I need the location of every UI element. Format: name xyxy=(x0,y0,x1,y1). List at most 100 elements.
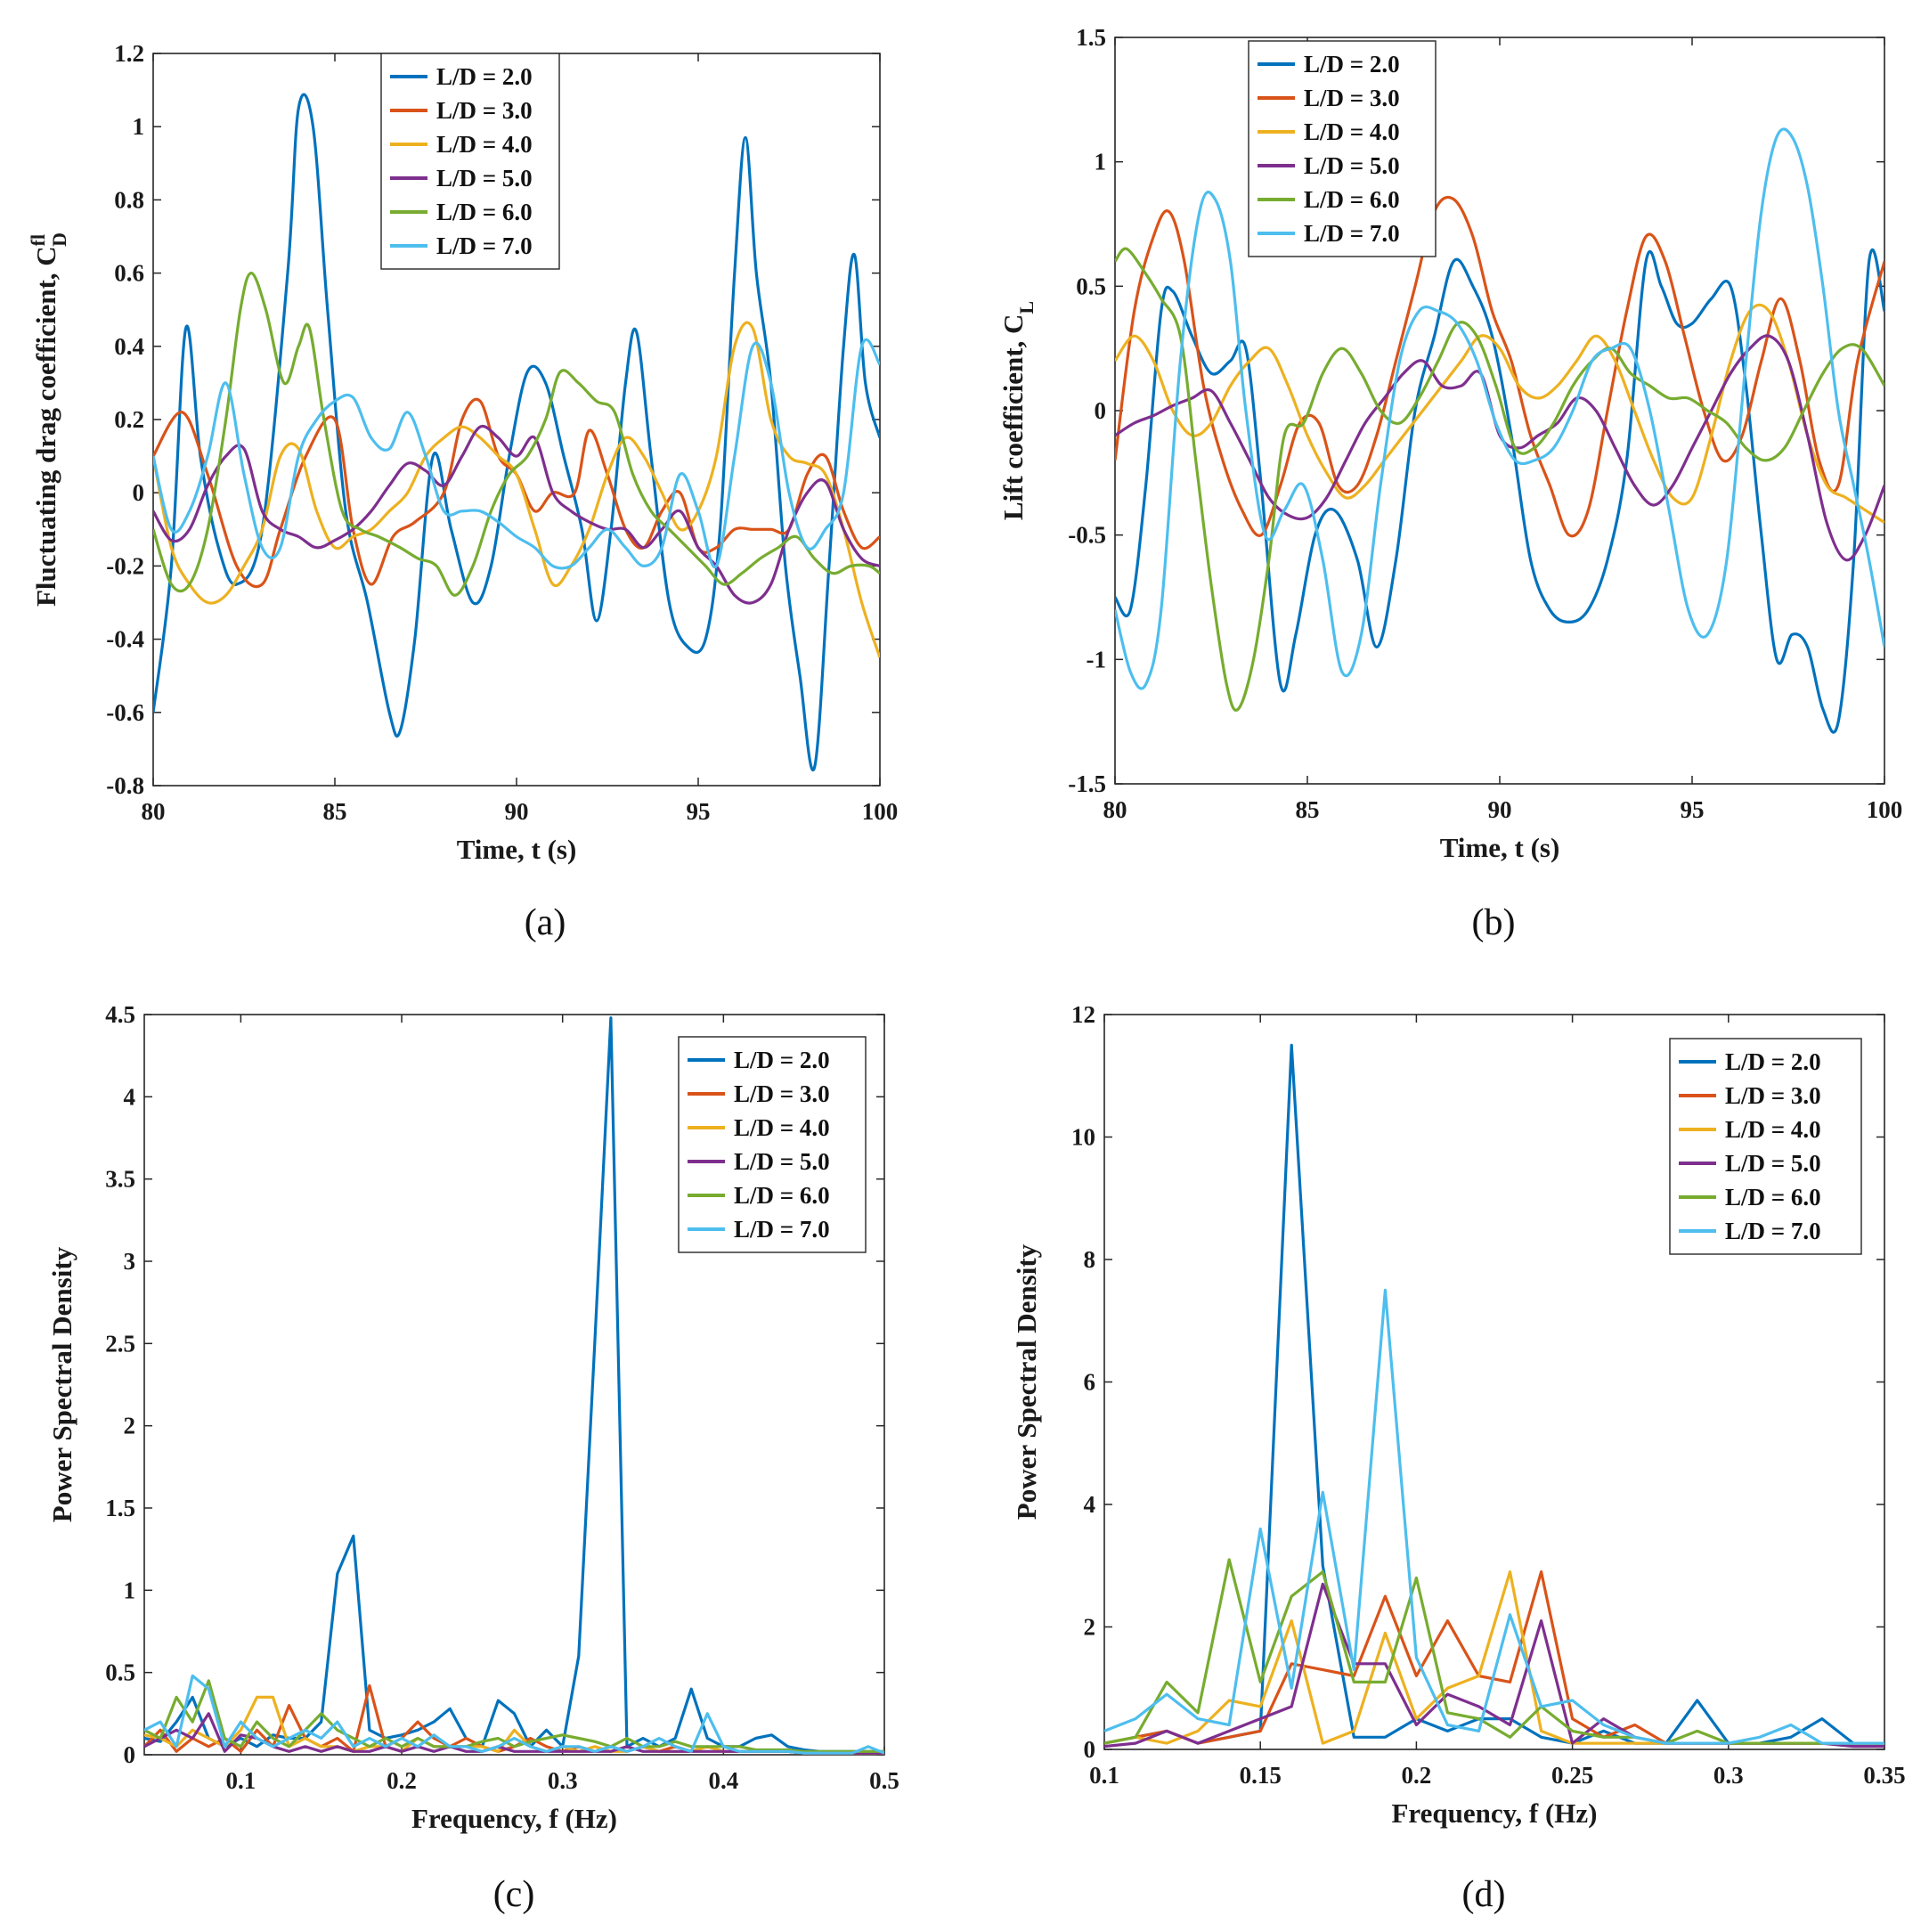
y-tick-label: 4 xyxy=(124,1083,136,1110)
x-tick-label: 0.25 xyxy=(1551,1762,1593,1789)
y-tick-label: 2 xyxy=(124,1413,136,1439)
x-tick-label: 0.4 xyxy=(708,1767,738,1794)
series-group-b xyxy=(1115,127,1884,734)
caption-c: (c) xyxy=(493,1874,535,1915)
legend-box xyxy=(380,53,560,270)
legend-label: L/D = 5.0 xyxy=(1304,152,1400,179)
plot-area-c xyxy=(143,1014,885,1756)
legend-label: L/D = 3.0 xyxy=(1725,1082,1821,1109)
y-tick-label: -0.4 xyxy=(106,626,144,653)
y-tick-label: 10 xyxy=(1071,1124,1095,1151)
y-tick-label: 1 xyxy=(124,1577,136,1603)
legend-box xyxy=(1669,1038,1862,1255)
series-line xyxy=(1115,303,1884,525)
legend-label: L/D = 7.0 xyxy=(734,1216,830,1243)
x-axis-label: Time, t (s) xyxy=(1440,832,1560,863)
series-group-a xyxy=(153,93,880,771)
caption-d: (d) xyxy=(1462,1874,1506,1915)
legend-label: L/D = 2.0 xyxy=(734,1047,830,1073)
series-line xyxy=(153,321,880,658)
legend-label: L/D = 6.0 xyxy=(1725,1184,1821,1211)
x-tick-label: 95 xyxy=(1681,796,1705,823)
x-axis-label: Frequency, f (Hz) xyxy=(411,1803,617,1834)
y-tick-label: 0.5 xyxy=(105,1659,135,1686)
legend-label: L/D = 3.0 xyxy=(1304,85,1400,111)
y-tick-label: -0.8 xyxy=(106,772,144,799)
y-tick-label: 2.5 xyxy=(105,1330,135,1357)
legend-label: L/D = 5.0 xyxy=(734,1148,830,1175)
y-axis-label: Power Spectral Density xyxy=(46,1246,77,1522)
legend-label: L/D = 7.0 xyxy=(436,232,533,259)
x-tick-label: 85 xyxy=(323,798,347,825)
series-line xyxy=(1104,1558,1884,1745)
x-tick-label: 0.3 xyxy=(1713,1762,1744,1789)
legend-label: L/D = 7.0 xyxy=(1304,220,1400,247)
series-line xyxy=(153,93,880,771)
panel-b: (b) 80 85 90 95 100 -1.5 -1 -0.5 0 0.5 1 1.5 Time, t… xyxy=(997,24,1902,943)
series-line xyxy=(153,272,880,597)
series-line xyxy=(153,397,880,589)
series-line xyxy=(1115,127,1884,690)
y-axis-label: Power Spectral Density xyxy=(1011,1243,1042,1520)
y-tick-label: -0.5 xyxy=(1068,522,1106,549)
caption-b: (b) xyxy=(1472,902,1516,943)
x-tick-label: 0.2 xyxy=(1402,1762,1432,1789)
y-tick-label: 4.5 xyxy=(105,1001,135,1028)
legend-label: L/D = 7.0 xyxy=(1725,1218,1821,1244)
y-tick-label: -0.6 xyxy=(106,699,144,726)
x-tick-label: 0.2 xyxy=(387,1767,417,1794)
y-tick-label: 1 xyxy=(133,113,145,140)
y-tick-label: 0 xyxy=(133,479,145,506)
y-tick-label: 1.5 xyxy=(1076,24,1106,51)
legend-label: L/D = 3.0 xyxy=(436,97,533,124)
y-tick-label: -1 xyxy=(1087,646,1107,673)
legend-label: L/D = 2.0 xyxy=(436,63,533,90)
y-tick-label: 1.5 xyxy=(105,1495,135,1521)
x-tick-label: 95 xyxy=(687,798,711,825)
legend-label: L/D = 4.0 xyxy=(734,1114,830,1141)
x-tick-label: 85 xyxy=(1296,796,1320,823)
x-tick-label: 90 xyxy=(1488,796,1512,823)
y-tick-label: 0 xyxy=(124,1741,136,1768)
x-tick-label: 0.5 xyxy=(869,1767,899,1794)
panel-d: (d) 0.1 0.15 0.2 0.25 0.3 0.35 0 2 4 6 8 10 12 Freque… xyxy=(1011,1001,1906,1915)
x-axis-label: Time, t (s) xyxy=(457,834,577,865)
x-tick-label: 100 xyxy=(1867,796,1903,823)
series-line xyxy=(144,1016,884,1753)
x-tick-label: 0.15 xyxy=(1240,1762,1282,1789)
y-tick-label: 3.5 xyxy=(105,1166,135,1193)
y-tick-label: 0.2 xyxy=(114,406,144,433)
x-tick-label: 90 xyxy=(505,798,529,825)
y-tick-label: 4 xyxy=(1084,1491,1096,1518)
series-line xyxy=(1115,195,1884,538)
series-line xyxy=(144,1674,884,1755)
y-tick-label: 1.2 xyxy=(114,40,144,67)
y-tick-label: 1 xyxy=(1095,149,1107,175)
y-tick-label: -0.2 xyxy=(106,552,144,579)
y-tick-label: 3 xyxy=(124,1248,136,1275)
legend-label: L/D = 2.0 xyxy=(1304,51,1400,77)
x-tick-label: 80 xyxy=(142,798,166,825)
panel-a: (a) 80 85 90 95 100 -0.8 -0.6 -0.4 -0.2 0 0.2 0.4 0.… xyxy=(27,40,898,943)
y-axis-label: Lift coefficient, CL xyxy=(997,301,1038,520)
x-axis-label: Frequency, f (Hz) xyxy=(1391,1797,1597,1829)
y-tick-label: 0 xyxy=(1095,397,1107,424)
legend-label: L/D = 2.0 xyxy=(1725,1048,1821,1075)
y-tick-label: 0.6 xyxy=(114,260,144,287)
legend-label: L/D = 6.0 xyxy=(1304,186,1400,213)
series-group-c xyxy=(144,1016,884,1755)
x-tick-label: 100 xyxy=(862,798,899,825)
series-line xyxy=(153,424,880,605)
y-tick-label: 0.8 xyxy=(114,186,144,213)
legend-box xyxy=(1248,40,1437,257)
y-tick-label: 2 xyxy=(1084,1614,1096,1641)
legend-label: L/D = 6.0 xyxy=(734,1182,830,1209)
legend-label: L/D = 5.0 xyxy=(436,165,533,192)
y-tick-label: -1.5 xyxy=(1068,770,1106,797)
y-axis-label: Fluctuating drag coefficient, CflD xyxy=(27,232,70,607)
y-tick-label: 0.5 xyxy=(1076,273,1106,299)
legend-label: L/D = 4.0 xyxy=(1304,118,1400,145)
series-line xyxy=(144,1679,884,1753)
